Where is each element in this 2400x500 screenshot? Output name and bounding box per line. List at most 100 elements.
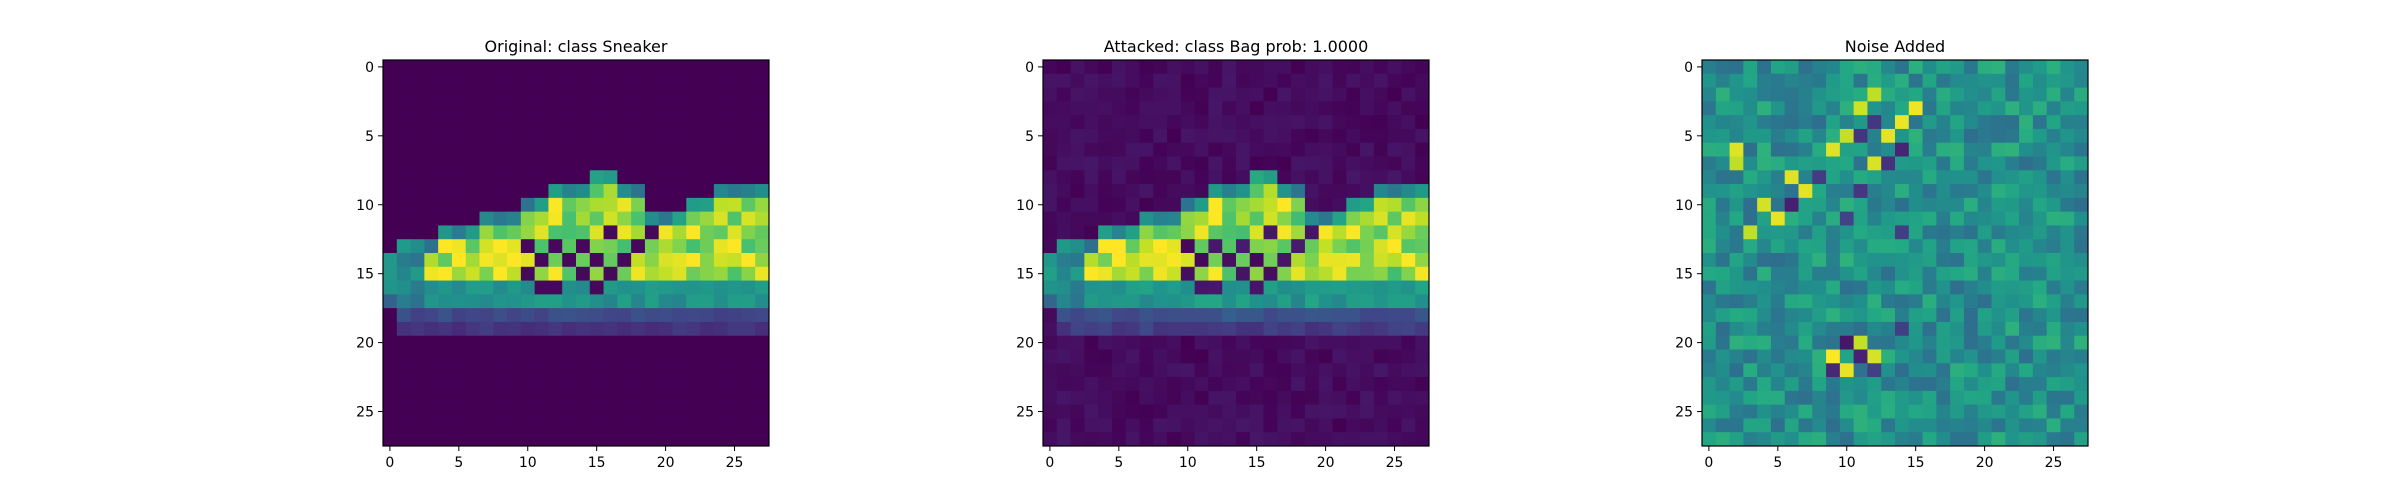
heatmap-cell — [1153, 308, 1168, 323]
heatmap-cell — [2046, 363, 2061, 378]
heatmap-cell — [1387, 404, 1402, 419]
heatmap-cell — [1757, 253, 1772, 268]
heatmap-cell — [1895, 390, 1910, 406]
heatmap-cell — [1304, 349, 1320, 364]
heatmap-cell — [617, 170, 632, 185]
heatmap-cell — [1812, 418, 1827, 433]
heatmap-cell — [1318, 363, 1333, 378]
heatmap-cell — [1373, 60, 1389, 75]
heatmap-cell — [1908, 308, 1924, 323]
heatmap-cell — [1729, 335, 1744, 350]
heatmap-cell — [672, 73, 687, 89]
heatmap-cell — [1839, 225, 1855, 240]
heatmap-cell — [479, 115, 494, 130]
heatmap-cell — [1991, 115, 2006, 130]
heatmap-cell — [1963, 225, 1979, 240]
heatmap-cell — [741, 211, 756, 226]
heatmap-cell — [1839, 390, 1855, 406]
heatmap-cell — [1346, 239, 1361, 254]
heatmap-cell — [1826, 184, 1841, 199]
heatmap-cell — [672, 418, 687, 433]
heatmap-cell — [1249, 239, 1265, 254]
heatmap-cell — [700, 184, 715, 199]
heatmap-cell — [1208, 156, 1223, 171]
heatmap-cell — [755, 266, 770, 282]
heatmap-cell — [1084, 73, 1099, 89]
heatmap-cell — [1291, 418, 1306, 433]
heatmap-cell — [1263, 418, 1278, 433]
heatmap-cell — [1222, 363, 1237, 378]
heatmap-cell — [741, 404, 756, 419]
heatmap-cell — [2005, 253, 2020, 268]
heatmap-cell — [1373, 349, 1389, 364]
heatmap-cell — [1070, 142, 1085, 157]
heatmap-cell — [1963, 87, 1979, 102]
heatmap-cell — [465, 87, 480, 102]
heatmap-cell — [1881, 294, 1896, 309]
heatmap-cell — [589, 390, 605, 406]
heatmap-cell — [2046, 294, 2061, 309]
heatmap-cell — [1111, 308, 1127, 323]
heatmap-cell — [1715, 377, 1731, 392]
heatmap-cell — [672, 404, 687, 419]
heatmap-cell — [1360, 390, 1375, 406]
heatmap-cell — [1263, 60, 1278, 75]
heatmap-cell — [562, 253, 577, 268]
heatmap-cell — [1056, 115, 1072, 130]
heatmap-cell — [603, 335, 618, 350]
heatmap-cell — [534, 294, 549, 309]
heatmap-cell — [1991, 294, 2006, 309]
heatmap-cell — [658, 60, 673, 75]
heatmap-cell — [617, 211, 632, 226]
heatmap-cell — [1070, 73, 1085, 89]
heatmap-cell — [1922, 266, 1937, 282]
heatmap-cell — [479, 253, 494, 268]
heatmap-cell — [1304, 115, 1320, 130]
heatmap-cell — [1839, 404, 1855, 419]
heatmap-cell — [1332, 115, 1347, 130]
heatmap-cell — [1867, 418, 1882, 433]
heatmap-cell — [2060, 321, 2075, 337]
heatmap-cell — [1056, 142, 1072, 157]
heatmap-cell — [1277, 142, 1292, 157]
heatmap-cell — [1236, 60, 1251, 75]
heatmap-cell — [644, 128, 660, 144]
heatmap-cell — [1360, 308, 1375, 323]
heatmap-cell — [424, 432, 439, 447]
heatmap-cell — [1743, 115, 1758, 130]
heatmap-cell — [658, 253, 673, 268]
heatmap-cell — [1304, 197, 1320, 213]
heatmap-cell — [727, 87, 742, 102]
heatmap-cell — [686, 418, 701, 433]
heatmap-cell — [700, 115, 715, 130]
heatmap-cell — [1098, 404, 1113, 419]
heatmap-cell — [589, 294, 605, 309]
heatmap-cell — [2005, 377, 2020, 392]
heatmap-cell — [1125, 280, 1140, 295]
heatmap-cell — [1922, 377, 1937, 392]
heatmap-cell — [686, 225, 701, 240]
heatmap-cell — [1070, 280, 1085, 295]
heatmap-cell — [1784, 197, 1799, 213]
heatmap-cell — [2032, 432, 2048, 447]
heatmap-cell — [1043, 211, 1058, 226]
heatmap-cell — [1867, 239, 1882, 254]
heatmap-cell — [713, 60, 729, 75]
heatmap-cells — [1702, 60, 2089, 447]
heatmap-cell — [493, 156, 508, 171]
heatmap-cell — [410, 115, 425, 130]
heatmap-cell — [741, 349, 756, 364]
heatmap-cell — [396, 73, 412, 89]
y-tick-label: 15 — [356, 267, 374, 283]
heatmap-cell — [1056, 335, 1072, 350]
heatmap-cell — [507, 308, 522, 323]
heatmap-cell — [1084, 197, 1099, 213]
x-tick-label: 0 — [1045, 455, 1054, 471]
heatmap-cell — [2032, 87, 2048, 102]
heatmap-cell — [1401, 335, 1416, 350]
heatmap-cell — [1194, 142, 1209, 157]
heatmap-cell — [548, 225, 563, 240]
heatmap-cell — [396, 142, 412, 157]
heatmap-cell — [1895, 432, 1910, 447]
heatmap-cell — [700, 404, 715, 419]
